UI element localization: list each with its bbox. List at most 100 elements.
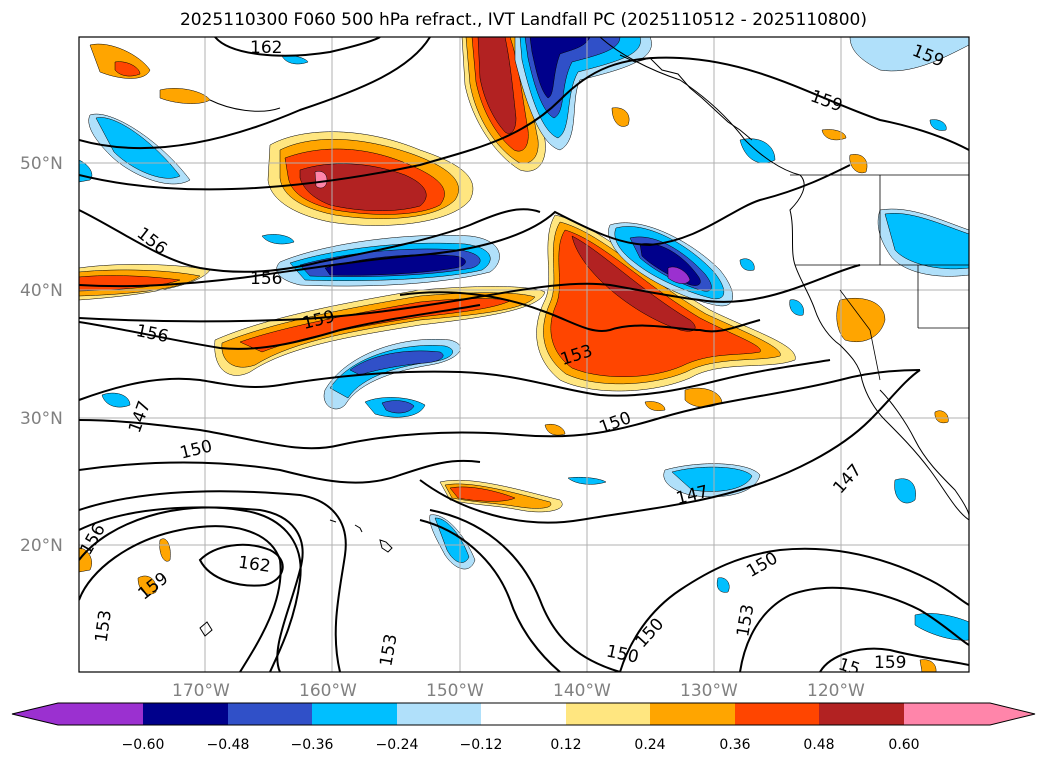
contour-153 bbox=[399, 291, 761, 333]
positive-anomaly-patch bbox=[644, 401, 666, 411]
colorbar-tick-label: 0.24 bbox=[634, 737, 665, 753]
contour-159 bbox=[819, 647, 969, 672]
contour-159 bbox=[79, 56, 969, 191]
contour-label: 162 bbox=[237, 553, 272, 577]
positive-anomaly-patch bbox=[571, 235, 696, 332]
colorbar-min-extend bbox=[12, 703, 58, 725]
contour-156 bbox=[79, 506, 302, 672]
contour-label: 159 bbox=[874, 653, 906, 673]
contour-156 bbox=[79, 208, 541, 273]
lon-label: 120°W bbox=[807, 681, 865, 701]
lat-label: 30°N bbox=[20, 409, 63, 429]
colorbar-segment bbox=[312, 703, 397, 725]
colorbar-max-extend bbox=[904, 703, 1035, 725]
colorbar-segment bbox=[397, 703, 481, 725]
negative-anomaly-patch bbox=[884, 213, 969, 270]
lon-label: 170°W bbox=[172, 681, 230, 701]
latitude-labels: 50°N 40°N 30°N 20°N bbox=[20, 154, 63, 556]
colorbar-tick-label: −0.12 bbox=[460, 737, 503, 753]
negative-anomaly-patch bbox=[349, 350, 444, 376]
contour-147 bbox=[79, 459, 481, 484]
contour-156 bbox=[79, 304, 481, 350]
positive-anomaly-patch bbox=[684, 387, 723, 408]
contour-label: 153 bbox=[92, 609, 116, 644]
contour-label: 156 bbox=[250, 269, 282, 289]
coastlines bbox=[199, 37, 969, 637]
colorbar-segment bbox=[481, 703, 566, 725]
negative-anomaly-patch bbox=[529, 37, 591, 99]
colorbar-segment bbox=[143, 703, 228, 725]
positive-anomaly-patch bbox=[919, 659, 937, 672]
map-frame bbox=[78, 36, 970, 673]
contour-150 bbox=[79, 490, 347, 672]
colorbar-segment bbox=[650, 703, 735, 725]
contour-162 bbox=[214, 37, 381, 57]
positive-anomaly-patch bbox=[314, 171, 328, 189]
negative-anomaly-patch bbox=[789, 299, 804, 316]
colorbar-segment bbox=[228, 703, 312, 725]
positive-anomaly-patch bbox=[849, 154, 868, 174]
positive-anomaly-patch bbox=[159, 538, 171, 562]
lat-label: 40°N bbox=[20, 281, 63, 301]
positive-anomaly-patch bbox=[477, 37, 517, 134]
map-title: 2025110300 F060 500 hPa refract., IVT La… bbox=[179, 10, 867, 30]
contour-150 bbox=[429, 509, 621, 672]
negative-anomaly-patch bbox=[324, 254, 466, 276]
contour-label: 162 bbox=[250, 38, 282, 58]
colorbar-tick-label: 0.12 bbox=[550, 737, 581, 753]
negative-anomaly-patch bbox=[849, 37, 969, 72]
lon-label: 150°W bbox=[426, 681, 484, 701]
colorbar-segment bbox=[566, 703, 650, 725]
negative-anomaly-patch bbox=[101, 392, 131, 408]
colorbar-tick-label: −0.24 bbox=[376, 737, 419, 753]
colorbar-tick-label: 0.60 bbox=[888, 737, 919, 753]
positive-anomaly-patch bbox=[159, 88, 211, 104]
refractivity-fill-layer bbox=[79, 37, 969, 672]
contour-159 bbox=[79, 37, 431, 149]
negative-anomaly-patch bbox=[671, 466, 753, 492]
colorbar-segment bbox=[58, 703, 143, 725]
contour-150 bbox=[79, 359, 831, 401]
graticule bbox=[79, 37, 969, 672]
longitude-labels: 170°W 160°W 150°W 140°W 130°W 120°W bbox=[172, 681, 865, 701]
colorbar-tick-label: 0.48 bbox=[803, 737, 834, 753]
lon-label: 140°W bbox=[553, 681, 611, 701]
negative-anomaly-patch bbox=[739, 258, 755, 271]
negative-anomaly-patch bbox=[667, 266, 691, 284]
contour-150 bbox=[79, 506, 304, 672]
colorbar-tick-label: 0.36 bbox=[719, 737, 750, 753]
political-borders bbox=[790, 174, 969, 381]
colorbar-tick-label: −0.36 bbox=[291, 737, 334, 753]
lon-label: 160°W bbox=[299, 681, 357, 701]
positive-anomaly-patch bbox=[449, 486, 516, 502]
contour-153 bbox=[739, 586, 969, 672]
contour-147 bbox=[419, 369, 921, 524]
positive-anomaly-patch bbox=[79, 547, 92, 573]
contour-150 bbox=[619, 547, 969, 672]
positive-anomaly-patch bbox=[114, 61, 141, 77]
lat-label: 50°N bbox=[20, 154, 63, 174]
colorbar-tick-label: −0.48 bbox=[207, 737, 250, 753]
negative-anomaly-patch bbox=[929, 119, 947, 131]
contour-147 bbox=[79, 369, 921, 450]
contour-label: 15 bbox=[836, 654, 863, 680]
colorbar: −0.60 −0.48 −0.36 −0.24 −0.12 0.12 0.24 … bbox=[11, 702, 1036, 753]
positive-anomaly-patch bbox=[611, 107, 630, 127]
height-contours bbox=[79, 37, 969, 672]
colorbar-tick-label: −0.60 bbox=[122, 737, 165, 753]
lon-label: 130°W bbox=[680, 681, 738, 701]
contour-153 bbox=[79, 525, 282, 672]
contour-156 bbox=[79, 164, 851, 288]
colorbar-segment bbox=[819, 703, 904, 725]
positive-anomaly-patch bbox=[544, 424, 566, 436]
colorbar-segment bbox=[735, 703, 819, 725]
negative-anomaly-patch bbox=[381, 400, 415, 414]
contour-153 bbox=[419, 519, 561, 672]
contour-159 bbox=[79, 264, 861, 323]
positive-anomaly-patch bbox=[821, 129, 847, 141]
lat-label: 20°N bbox=[20, 536, 63, 556]
negative-anomaly-patch bbox=[261, 234, 295, 245]
colorbar-ticks: −0.60 −0.48 −0.36 −0.24 −0.12 0.12 0.24 … bbox=[122, 737, 920, 753]
contour-162 bbox=[198, 543, 284, 587]
